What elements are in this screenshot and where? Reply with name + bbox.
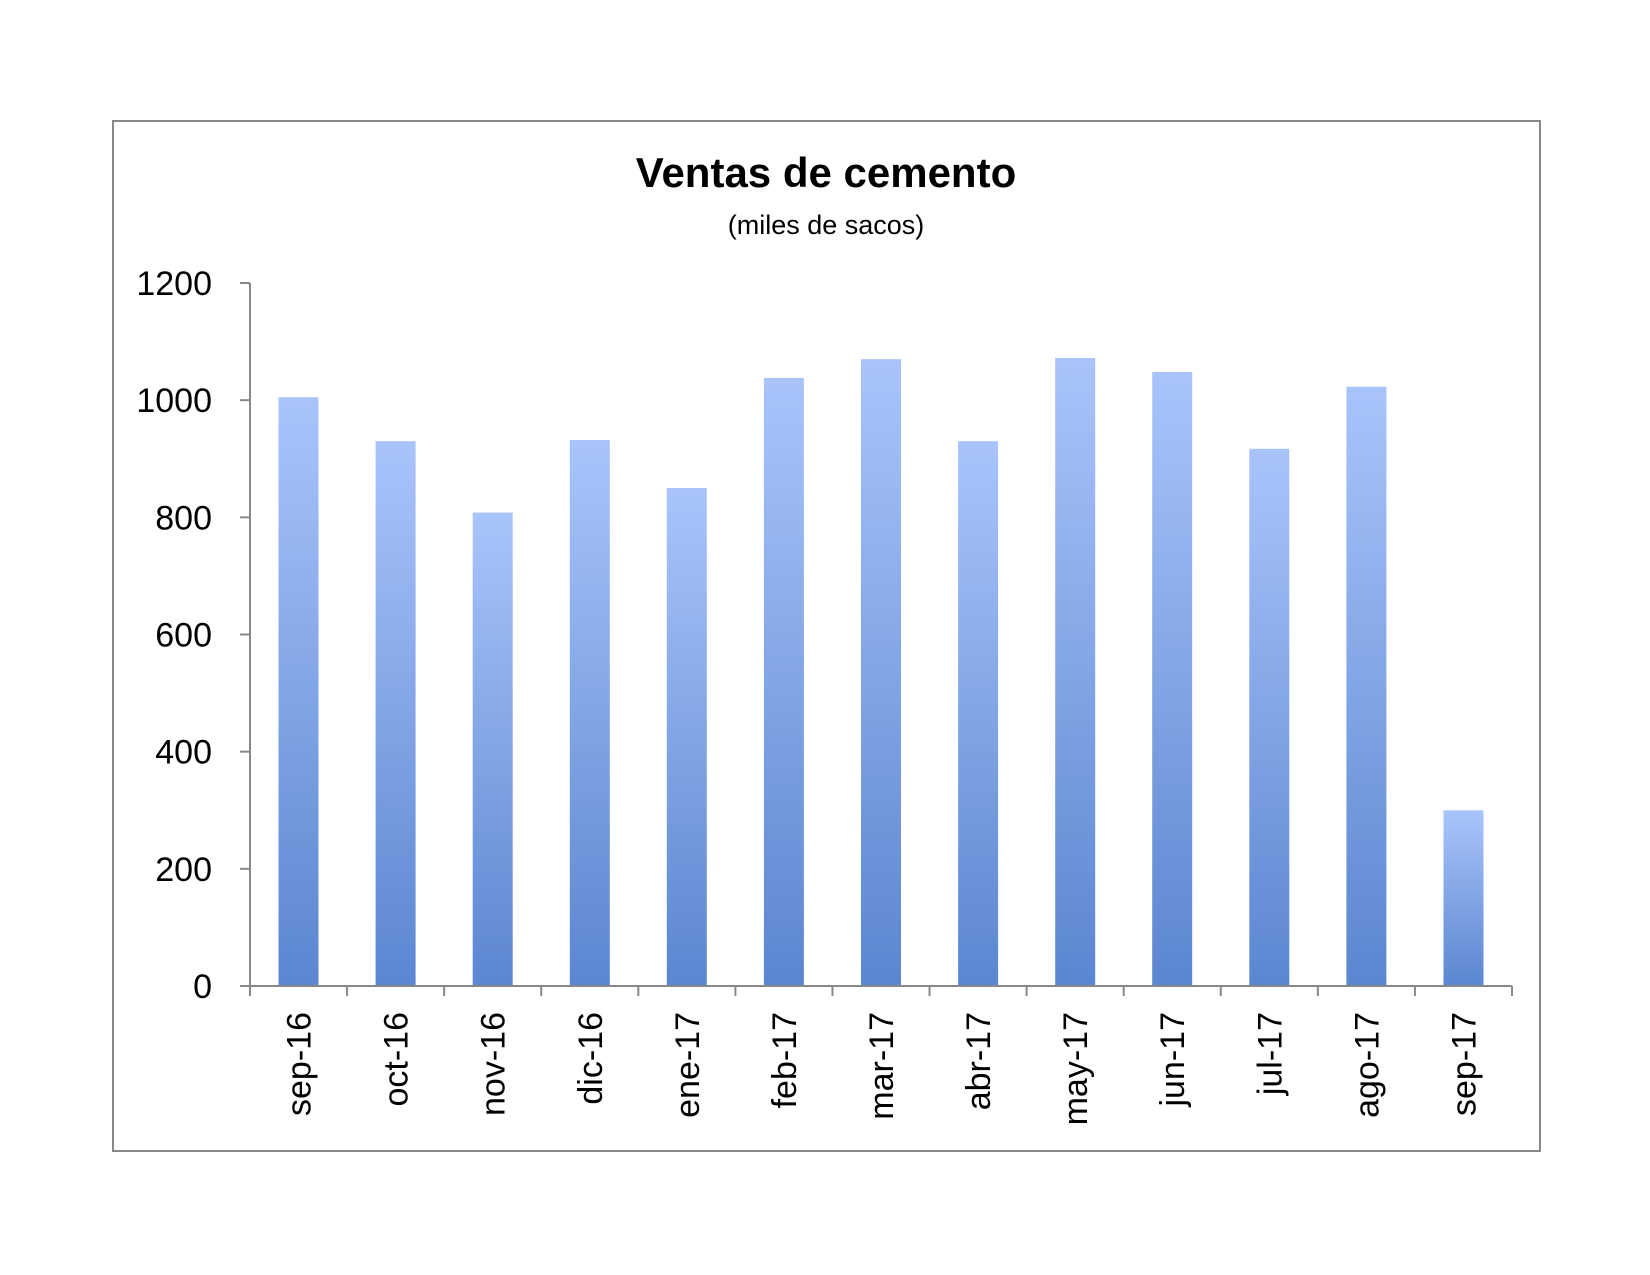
x-tick-label: ago-17 bbox=[1348, 1012, 1386, 1118]
bar-jun-17 bbox=[1152, 372, 1193, 986]
bar-may-17 bbox=[1055, 358, 1096, 986]
axes bbox=[240, 282, 1513, 996]
x-tick-label: mar-17 bbox=[863, 1012, 901, 1120]
x-tick-label: may-17 bbox=[1057, 1012, 1095, 1125]
bar-mar-17 bbox=[861, 359, 901, 986]
bar-abr-17 bbox=[958, 441, 999, 986]
chart-border bbox=[112, 120, 1541, 1152]
x-tick-label: sep-16 bbox=[281, 1012, 319, 1116]
x-tick-label: oct-16 bbox=[378, 1012, 416, 1107]
x-tick-label: abr-17 bbox=[960, 1012, 998, 1110]
bar-ene-17 bbox=[666, 488, 707, 986]
x-tick-label: dic-16 bbox=[572, 1012, 610, 1105]
y-tick-label: 0 bbox=[193, 968, 212, 1006]
x-tick-label: ene-17 bbox=[669, 1012, 707, 1118]
chart-title: Ventas de cemento bbox=[636, 149, 1016, 196]
y-tick-labels: 0 200 400 600 800 1000 1200 bbox=[136, 265, 212, 1006]
chart-subtitle: (miles de sacos) bbox=[728, 210, 925, 240]
bar-ago-17 bbox=[1346, 386, 1387, 986]
y-tick-label: 600 bbox=[155, 617, 212, 655]
bar-sep-17 bbox=[1443, 810, 1484, 987]
x-tick-label: feb-17 bbox=[766, 1012, 804, 1108]
y-tick-label: 800 bbox=[155, 499, 212, 537]
bars bbox=[278, 358, 1484, 987]
x-tick-label: nov-16 bbox=[475, 1012, 513, 1116]
x-tick-label: sep-17 bbox=[1445, 1012, 1483, 1116]
x-tick-labels: sep-16 oct-16 nov-16 dic-16 ene-17 feb-17 mar-… bbox=[281, 1012, 1484, 1125]
bar-dic-16 bbox=[569, 440, 610, 986]
x-tick-label: jun-17 bbox=[1154, 1012, 1192, 1108]
bar-nov-16 bbox=[472, 512, 513, 986]
y-tick-label: 1200 bbox=[136, 265, 212, 303]
bar-sep-16 bbox=[278, 397, 319, 986]
y-tick-label: 1000 bbox=[136, 382, 212, 420]
bar-oct-16 bbox=[375, 441, 416, 986]
x-tick-label: jul-17 bbox=[1251, 1012, 1289, 1096]
bar-feb-17 bbox=[763, 377, 804, 986]
y-tick-label: 400 bbox=[155, 734, 212, 772]
y-tick-label: 200 bbox=[155, 851, 212, 889]
bar-jul-17 bbox=[1249, 448, 1290, 986]
